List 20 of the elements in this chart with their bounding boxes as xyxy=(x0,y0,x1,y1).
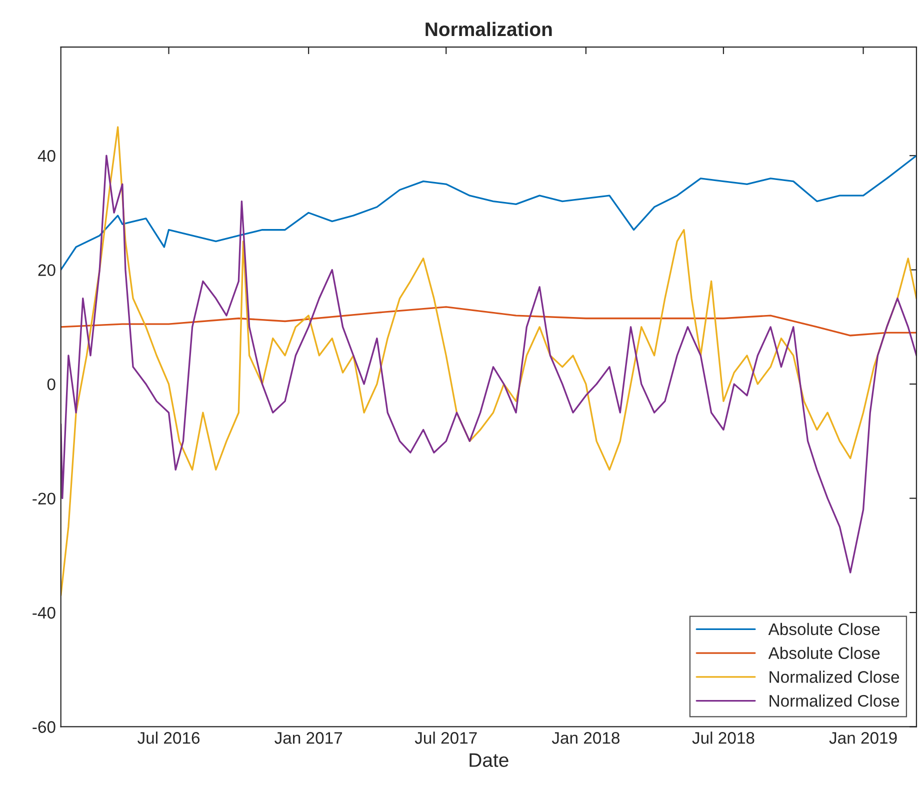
y-tick-label: 40 xyxy=(38,150,56,162)
legend-label: Normalized Close xyxy=(770,694,900,707)
chart-title: Normalization xyxy=(426,22,552,36)
x-axis-title: Date xyxy=(470,753,508,767)
y-tick-label: 20 xyxy=(38,264,56,276)
x-tick-label: Jan 2018 xyxy=(552,732,620,744)
line-series xyxy=(60,154,916,271)
x-tick-label: Jul 2017 xyxy=(414,732,477,744)
x-tick-label: Jan 2017 xyxy=(274,732,342,744)
line-series xyxy=(60,306,916,336)
legend-label: Absolute Close xyxy=(768,646,880,660)
y-tick-label: 0 xyxy=(47,378,56,390)
y-tick-label: -40 xyxy=(32,606,56,619)
x-tick-label: Jan 2019 xyxy=(829,732,897,744)
y-tick-label: -60 xyxy=(32,721,56,733)
x-tick-label: Jul 2016 xyxy=(138,732,200,744)
y-tick-label: -20 xyxy=(32,492,56,504)
x-tick-label: Jul 2018 xyxy=(692,732,754,744)
legend-label: Absolute Close xyxy=(768,622,880,636)
legend-label: Normalized Close xyxy=(770,670,900,683)
